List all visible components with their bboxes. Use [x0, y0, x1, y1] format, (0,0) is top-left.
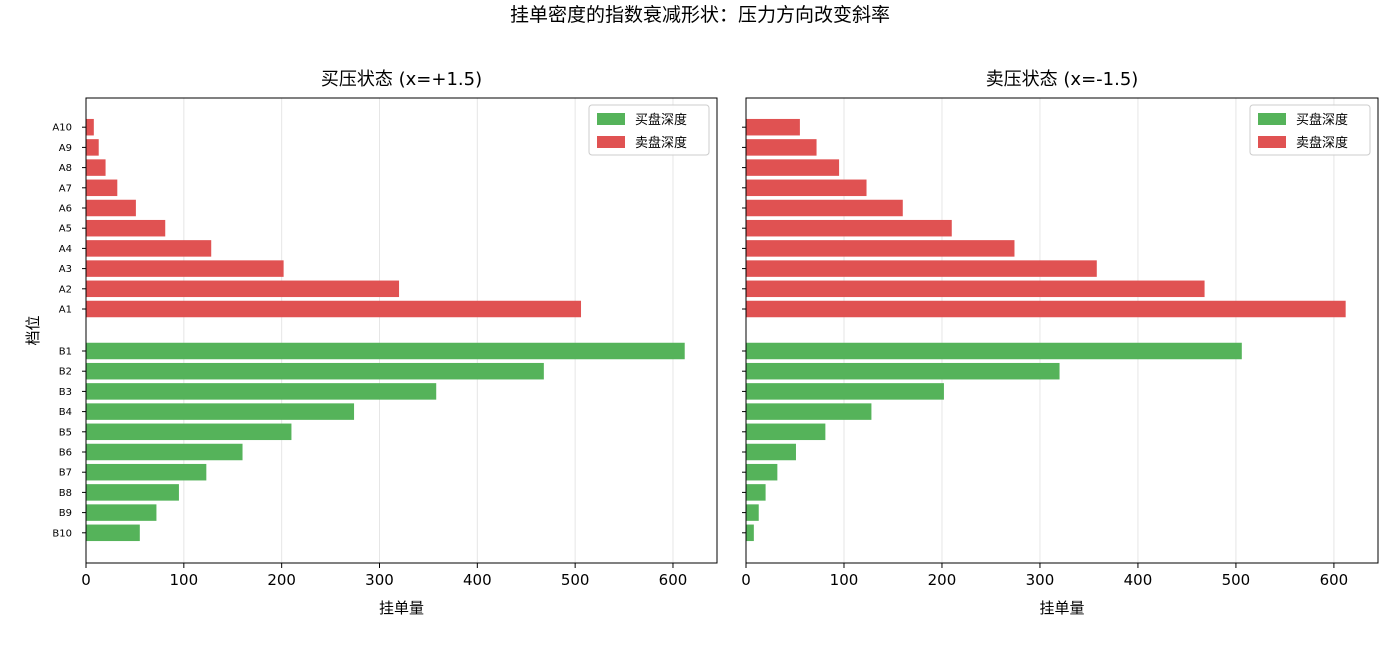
legend-entry: 卖盘深度 [1296, 135, 1348, 151]
bar-a1 [86, 300, 582, 318]
bar-a3 [746, 260, 1097, 277]
bar-a6 [746, 199, 903, 217]
y-tick-label: A8 [59, 163, 72, 174]
bar-a4 [86, 240, 212, 257]
bar-b9 [746, 504, 759, 521]
legend-swatch [597, 136, 625, 148]
y-tick-label: A10 [52, 123, 72, 134]
legend-swatch [1258, 113, 1286, 125]
y-tick-label: B1 [59, 347, 72, 358]
y-tick-label: B5 [59, 427, 72, 438]
legend-entry: 买盘深度 [1296, 112, 1348, 128]
x-tick-label: 500 [1222, 571, 1251, 589]
bar-a10 [746, 118, 800, 136]
bar-b3 [746, 383, 944, 400]
bar-a5 [746, 219, 952, 237]
y-tick-label: B9 [59, 508, 72, 519]
y-tick-label: B8 [59, 488, 72, 499]
x-axis-label: 挂单量 [379, 599, 424, 617]
y-tick-label: B4 [59, 407, 72, 418]
bar-a7 [86, 179, 118, 197]
x-tick-label: 300 [1026, 571, 1055, 589]
figure-suptitle: 挂单密度的指数衰减形状：压力方向改变斜率 [510, 4, 890, 26]
legend-entry: 买盘深度 [635, 112, 687, 128]
x-tick-label: 500 [561, 571, 590, 589]
y-tick-label: A1 [59, 305, 72, 316]
bar-a2 [746, 280, 1205, 298]
bar-a10 [86, 118, 94, 136]
panel-buy-pressure: 买压状态 (x=+1.5) A10 A9 A8 A7 A6 A5 A4 A3 A2 A1 B1 B2 B3… [24, 69, 718, 617]
bar-b7 [746, 463, 778, 481]
x-tick-label: 600 [1320, 571, 1349, 589]
bar-b5 [746, 423, 826, 441]
legend-entry: 卖盘深度 [635, 135, 687, 151]
bar-b2 [746, 362, 1060, 380]
y-tick-label: B7 [59, 468, 72, 479]
x-tick-label: 200 [928, 571, 957, 589]
x-tick-label: 0 [81, 571, 91, 589]
bar-b4 [86, 403, 355, 420]
x-tick-label: 400 [1124, 571, 1153, 589]
x-tick-label: 100 [830, 571, 859, 589]
bar-a7 [746, 179, 867, 197]
bar-b8 [86, 484, 179, 501]
bar-b6 [86, 443, 243, 461]
bar-b1 [86, 342, 685, 360]
bar-a2 [86, 280, 400, 298]
bar-b10 [86, 524, 140, 542]
axes-title: 卖压状态 (x=-1.5) [986, 69, 1139, 90]
bar-b8 [746, 484, 766, 501]
bar-a6 [86, 199, 136, 217]
x-tick-label: 200 [267, 571, 296, 589]
bar-a4 [746, 240, 1015, 257]
bar-a1 [746, 300, 1346, 318]
bar-b10 [746, 524, 754, 542]
bar-b4 [746, 403, 872, 420]
y-tick-label: A4 [59, 244, 72, 255]
x-tick-label: 400 [463, 571, 492, 589]
bar-a5 [86, 219, 166, 237]
axes-frame [745, 97, 1379, 564]
bar-b6 [746, 443, 796, 461]
y-tick-label: B10 [52, 528, 72, 539]
y-tick-label: A3 [59, 264, 72, 275]
x-tick-label: 600 [659, 571, 688, 589]
y-tick-label: A2 [59, 284, 72, 295]
y-tick-label: B3 [59, 387, 72, 398]
x-axis-label: 挂单量 [1039, 599, 1084, 617]
axes-frame [85, 97, 718, 564]
bar-b2 [86, 362, 544, 380]
y-tick-label: B6 [59, 448, 72, 459]
bar-b3 [86, 383, 437, 400]
x-tick-label: 300 [365, 571, 394, 589]
legend-swatch [1258, 136, 1286, 148]
panel-sell-pressure: 卖压状态 (x=-1.5) 0 100 200 300 400 500 600 挂单量 买盘深度卖… [741, 69, 1379, 617]
bar-b7 [86, 463, 207, 481]
bar-a8 [746, 159, 840, 176]
y-tick-label: A9 [59, 143, 72, 154]
bar-a8 [86, 159, 106, 176]
y-tick-label: B2 [59, 367, 72, 378]
bar-b1 [746, 342, 1242, 360]
x-tick-label: 0 [741, 571, 751, 589]
y-tick-label: A7 [59, 183, 72, 194]
y-axis-label: 档位 [24, 315, 42, 345]
axes-title: 买压状态 (x=+1.5) [321, 69, 482, 90]
legend-swatch [597, 113, 625, 125]
bar-b5 [86, 423, 292, 441]
bar-a3 [86, 260, 284, 277]
y-tick-label: A6 [59, 204, 72, 215]
bar-a9 [746, 139, 817, 156]
bar-a9 [86, 139, 99, 156]
y-tick-label: A5 [59, 224, 72, 235]
bar-b9 [86, 504, 157, 521]
x-tick-label: 100 [170, 571, 199, 589]
